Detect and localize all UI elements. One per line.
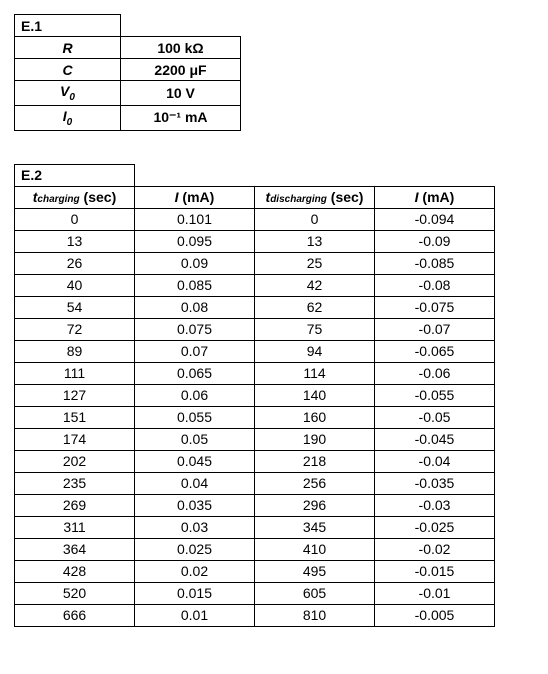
- e2-cell: 0.045: [135, 450, 255, 472]
- e2-table: E.2 tcharging (sec)I (mA)tdischarging (s…: [14, 164, 495, 627]
- e2-cell: 94: [255, 340, 375, 362]
- e2-header: tdischarging (sec): [255, 186, 375, 208]
- e2-cell: -0.03: [375, 494, 495, 516]
- e1-value: 100 kΩ: [121, 37, 241, 59]
- e2-cell: 26: [15, 252, 135, 274]
- e2-cell: 0.05: [135, 428, 255, 450]
- e2-cell: -0.04: [375, 450, 495, 472]
- e2-cell: 0.02: [135, 560, 255, 582]
- e2-cell: 89: [15, 340, 135, 362]
- e2-cell: 0.075: [135, 318, 255, 340]
- e2-cell: 151: [15, 406, 135, 428]
- e2-cell: -0.055: [375, 384, 495, 406]
- e2-title: E.2: [15, 164, 135, 186]
- e2-cell: 62: [255, 296, 375, 318]
- e2-cell: 0: [15, 208, 135, 230]
- e2-cell: -0.005: [375, 604, 495, 626]
- e2-cell: 202: [15, 450, 135, 472]
- e2-cell: 0.08: [135, 296, 255, 318]
- table-e2: E.2 tcharging (sec)I (mA)tdischarging (s…: [14, 164, 495, 627]
- e2-cell: -0.09: [375, 230, 495, 252]
- e2-cell: -0.075: [375, 296, 495, 318]
- e2-cell: 296: [255, 494, 375, 516]
- e2-cell: 495: [255, 560, 375, 582]
- e2-cell: 40: [15, 274, 135, 296]
- e2-cell: 114: [255, 362, 375, 384]
- e2-cell: 235: [15, 472, 135, 494]
- e2-cell: -0.094: [375, 208, 495, 230]
- e2-header: I (mA): [375, 186, 495, 208]
- e2-cell: 42: [255, 274, 375, 296]
- e2-cell: 0.065: [135, 362, 255, 384]
- e2-cell: 410: [255, 538, 375, 560]
- e2-cell: 520: [15, 582, 135, 604]
- e2-cell: 0.04: [135, 472, 255, 494]
- e2-cell: 0.07: [135, 340, 255, 362]
- e2-cell: 140: [255, 384, 375, 406]
- e2-cell: 111: [15, 362, 135, 384]
- e1-value: 10⁻¹ mA: [121, 105, 241, 130]
- e2-cell: 75: [255, 318, 375, 340]
- e2-cell: 605: [255, 582, 375, 604]
- e2-cell: 810: [255, 604, 375, 626]
- e2-cell: -0.02: [375, 538, 495, 560]
- e2-cell: 666: [15, 604, 135, 626]
- e2-cell: 174: [15, 428, 135, 450]
- e2-cell: 0.035: [135, 494, 255, 516]
- e2-header: tcharging (sec): [15, 186, 135, 208]
- e2-cell: -0.025: [375, 516, 495, 538]
- e2-cell: 0.101: [135, 208, 255, 230]
- e2-cell: 256: [255, 472, 375, 494]
- e2-cell: 218: [255, 450, 375, 472]
- e2-cell: 428: [15, 560, 135, 582]
- e2-cell: -0.06: [375, 362, 495, 384]
- e2-cell: 364: [15, 538, 135, 560]
- e2-cell: 54: [15, 296, 135, 318]
- table-e1: E.1 R100 kΩC2200 μFV010 VI010⁻¹ mA: [14, 14, 241, 131]
- e2-cell: 0.015: [135, 582, 255, 604]
- e2-cell: 190: [255, 428, 375, 450]
- e2-cell: 0.06: [135, 384, 255, 406]
- e1-value: 10 V: [121, 81, 241, 106]
- e1-value: 2200 μF: [121, 59, 241, 81]
- e2-cell: 269: [15, 494, 135, 516]
- e2-cell: -0.065: [375, 340, 495, 362]
- e2-cell: -0.08: [375, 274, 495, 296]
- e2-cell: 72: [15, 318, 135, 340]
- e2-cell: 0: [255, 208, 375, 230]
- e2-cell: 0.09: [135, 252, 255, 274]
- e2-cell: -0.05: [375, 406, 495, 428]
- e1-blank: [121, 15, 241, 37]
- e1-label: V0: [15, 81, 121, 106]
- e2-cell: -0.015: [375, 560, 495, 582]
- e1-label: R: [15, 37, 121, 59]
- e2-cell: 0.055: [135, 406, 255, 428]
- e1-label: I0: [15, 105, 121, 130]
- e2-cell: 0.03: [135, 516, 255, 538]
- e2-cell: -0.07: [375, 318, 495, 340]
- e2-cell: 0.085: [135, 274, 255, 296]
- e2-cell: -0.085: [375, 252, 495, 274]
- e2-cell: 160: [255, 406, 375, 428]
- e2-header: I (mA): [135, 186, 255, 208]
- e2-cell: 0.01: [135, 604, 255, 626]
- e2-cell: 13: [255, 230, 375, 252]
- e2-cell: 311: [15, 516, 135, 538]
- e2-cell: 13: [15, 230, 135, 252]
- e1-label: C: [15, 59, 121, 81]
- e1-table: E.1 R100 kΩC2200 μFV010 VI010⁻¹ mA: [14, 14, 241, 131]
- e1-title: E.1: [15, 15, 121, 37]
- e2-cell: -0.045: [375, 428, 495, 450]
- e2-cell: 345: [255, 516, 375, 538]
- e2-cell: -0.035: [375, 472, 495, 494]
- e2-cell: -0.01: [375, 582, 495, 604]
- e2-cell: 0.025: [135, 538, 255, 560]
- e2-cell: 0.095: [135, 230, 255, 252]
- e2-cell: 127: [15, 384, 135, 406]
- e2-cell: 25: [255, 252, 375, 274]
- e2-blank: [135, 164, 495, 186]
